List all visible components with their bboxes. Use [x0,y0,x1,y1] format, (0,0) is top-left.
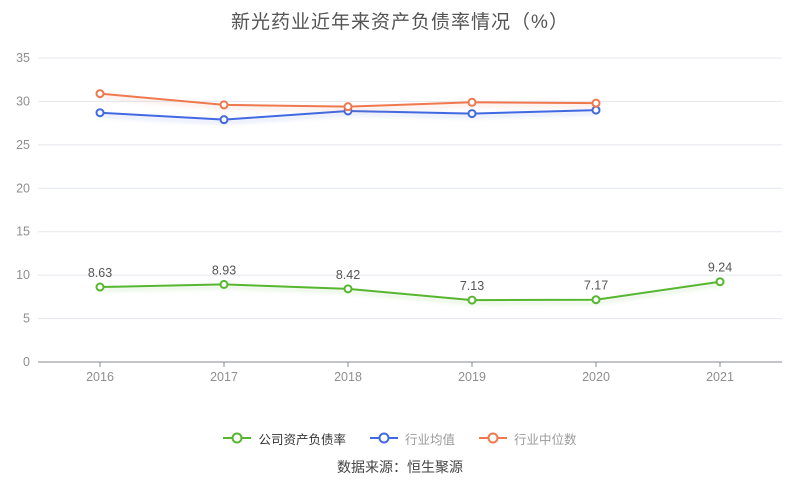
data-point-行业中位数 [95,89,105,99]
x-axis-tick-label: 2018 [334,370,362,384]
data-point-label: 7.13 [460,279,484,293]
legend-item-行业均值[interactable]: 行业均值 [369,429,455,448]
series-line-公司资产负债率 [99,280,721,302]
data-point-行业均值 [219,115,229,125]
legend-label: 行业均值 [404,432,455,447]
chart-legend: 公司资产负债率 行业均值 行业中位数 [0,427,800,449]
data-point-公司资产负债率 [591,295,601,305]
legend-line-marker-icon [223,432,252,444]
data-point-label: 9.24 [708,261,732,275]
x-axis-tick-label: 2016 [86,370,114,384]
legend-item-行业中位数[interactable]: 行业中位数 [479,429,577,448]
chart-title: 新光药业近年来资产负债率情况（%） [231,12,569,33]
legend-label: 行业中位数 [514,432,577,447]
y-axis-tick-label: 15 [16,225,30,239]
data-point-行业中位数 [343,102,353,112]
data-point-公司资产负债率 [343,284,353,294]
data-point-label: 8.42 [336,268,360,282]
line-chart-plot-area: 0 5 10 15 20 25 30 35 2016 2017 2018 2019 2020 2021 8.… [16,51,782,384]
data-point-行业均值 [95,108,105,118]
legend-item-公司资产负债率[interactable]: 公司资产负债率 [223,429,346,448]
x-axis-tick-label: 2021 [706,370,734,384]
data-source-caption: 数据来源：恒生聚源 [337,459,463,475]
data-point-行业中位数 [591,98,601,108]
y-axis-tick-label: 0 [23,355,30,369]
y-axis-tick-label: 30 [16,94,30,108]
legend-line-marker-icon [479,432,507,444]
y-axis-tick-label: 10 [16,268,30,282]
data-point-行业中位数 [467,97,477,107]
x-axis-tick-label: 2020 [582,370,610,384]
data-point-label: 8.93 [212,263,236,277]
data-point-行业均值 [467,109,477,119]
data-point-label: 8.63 [88,266,112,280]
legend-label: 公司资产负债率 [258,432,346,447]
x-axis-tick-label: 2017 [210,370,238,384]
data-point-公司资产负债率 [467,295,477,305]
y-axis-tick-label: 5 [23,312,30,326]
x-axis-tick-label: 2019 [458,370,486,384]
y-axis-tick-label: 35 [16,51,30,65]
data-point-label: 7.17 [584,279,608,293]
data-point-行业中位数 [219,100,229,110]
y-axis-tick-label: 25 [16,138,30,152]
legend-line-marker-icon [369,432,398,444]
y-axis-tick-label: 20 [16,181,30,195]
data-point-公司资产负债率 [219,279,229,289]
data-point-公司资产负债率 [95,282,105,292]
data-point-公司资产负债率 [715,277,725,287]
